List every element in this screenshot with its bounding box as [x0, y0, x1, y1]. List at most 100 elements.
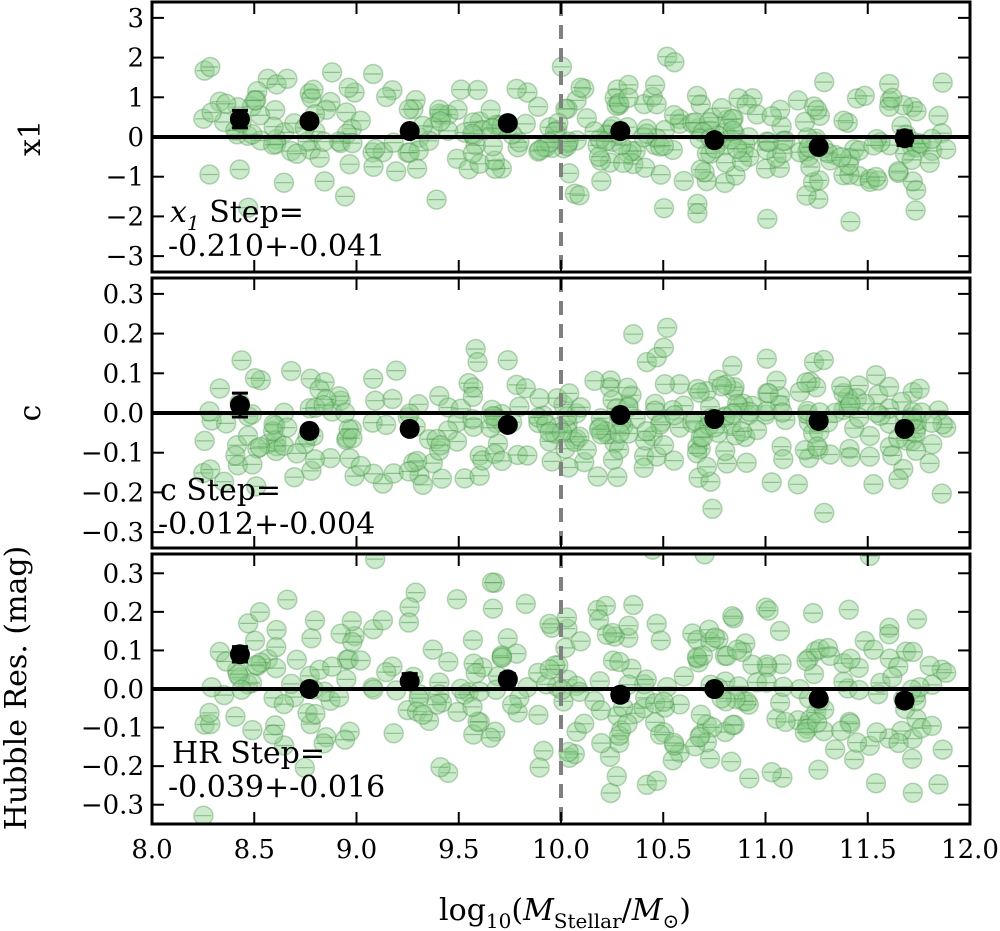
- x1-data-point: [403, 98, 424, 120]
- c-data-point: [893, 458, 914, 480]
- x1-data-point: [447, 99, 468, 120]
- c-data-point: [813, 349, 835, 371]
- hr-data-point: [438, 651, 459, 672]
- c-data-point: [529, 387, 550, 409]
- x1-data-point: [316, 99, 337, 121]
- hr-data-point: [723, 607, 744, 629]
- x1-data-point: [430, 111, 451, 132]
- c-data-point: [336, 429, 357, 451]
- x1-data-point: [621, 140, 642, 162]
- hr-data-point: [696, 714, 718, 736]
- c-data-point: [548, 417, 569, 438]
- x1-data-point: [733, 141, 754, 163]
- x1-data-point: [772, 142, 793, 164]
- hr-data-point: [646, 613, 667, 635]
- hr-data-point: [775, 711, 796, 733]
- hr-data-point: [771, 653, 792, 675]
- c-data-point: [600, 370, 621, 391]
- c-data-point: [273, 435, 295, 457]
- c-data-point: [250, 370, 272, 391]
- c-data-point: [469, 465, 490, 486]
- hr-data-point: [866, 722, 887, 743]
- x1-data-point: [300, 139, 321, 160]
- c-data-point: [194, 430, 215, 452]
- x1-data-point: [194, 60, 215, 81]
- c-data-point: [607, 466, 628, 488]
- c-data-point: [237, 425, 259, 447]
- hr-data-point: [227, 663, 249, 685]
- c-data-point: [789, 381, 811, 403]
- x1-data-point: [848, 165, 870, 187]
- x-tick-label: 9.0: [336, 835, 377, 865]
- c-data-point: [344, 465, 365, 487]
- c-data-point: [429, 385, 450, 407]
- hr-data-point: [833, 671, 854, 693]
- c-data-point: [604, 432, 625, 454]
- x1-data-point: [273, 172, 295, 193]
- x1-data-point: [363, 156, 384, 178]
- x1-data-point: [399, 142, 420, 163]
- x1-data-point: [840, 147, 861, 168]
- hr-data-point: [406, 701, 428, 722]
- x1-data-point: [372, 141, 394, 163]
- c-data-point: [865, 364, 887, 386]
- c-data-point: [262, 420, 284, 442]
- c-data-point: [839, 438, 860, 460]
- c-data-point: [813, 502, 835, 524]
- c-data-point: [725, 425, 746, 446]
- c-data-point: [636, 421, 657, 442]
- hr-data-point: [225, 706, 246, 727]
- c-data-point: [588, 419, 610, 440]
- hr-data-point: [481, 572, 503, 593]
- hr-data-point: [382, 656, 403, 677]
- x1-data-point: [338, 77, 359, 98]
- hr-data-point: [921, 715, 943, 737]
- c-data-point: [846, 387, 868, 409]
- x1-data-point: [882, 87, 903, 109]
- c-data-point: [935, 417, 957, 438]
- hr-data-point: [699, 748, 721, 769]
- hr-data-point: [297, 702, 318, 724]
- hr-data-point: [304, 610, 326, 631]
- x1-data-point: [808, 188, 829, 210]
- c-data-point: [646, 446, 668, 467]
- c-data-point: [715, 374, 737, 396]
- hr-data-point: [663, 732, 685, 754]
- x1-scatter-group: [193, 46, 957, 232]
- hr-data-point: [902, 641, 924, 663]
- c-data-point: [231, 350, 252, 371]
- c-binned-mean: [704, 408, 725, 429]
- hr-data-point: [882, 667, 903, 688]
- x1-data-point: [469, 153, 490, 175]
- hr-data-point: [245, 654, 267, 676]
- x1-data-point: [350, 110, 372, 132]
- x1-data-point: [716, 109, 738, 131]
- x1-data-point: [714, 172, 736, 194]
- hr-data-point: [507, 702, 528, 723]
- hr-data-point: [528, 704, 549, 726]
- hr-data-point: [467, 711, 488, 732]
- c-data-point: [595, 421, 617, 442]
- x1-data-point: [690, 159, 712, 180]
- hr-data-point: [649, 724, 671, 745]
- x1-data-point: [735, 134, 756, 155]
- hr-data-point: [888, 732, 909, 754]
- x1-data-point: [928, 105, 949, 127]
- c-data-point: [566, 428, 587, 450]
- x1-data-point: [802, 172, 824, 193]
- hr-data-point: [491, 647, 513, 668]
- c-data-point: [843, 417, 865, 439]
- hr-data-point: [731, 641, 753, 663]
- x1-data-point: [684, 112, 706, 133]
- hr-data-point: [426, 694, 447, 715]
- x1-data-point: [698, 111, 720, 133]
- c-data-point: [653, 434, 675, 456]
- x1-data-point: [859, 171, 881, 193]
- x1-data-point: [229, 159, 250, 180]
- hr-data-point: [313, 733, 334, 754]
- x1-data-point: [397, 142, 418, 163]
- hr-data-point: [309, 659, 330, 680]
- hr-data-point: [755, 597, 777, 619]
- hr-data-point: [265, 657, 287, 679]
- c-data-point: [756, 348, 778, 369]
